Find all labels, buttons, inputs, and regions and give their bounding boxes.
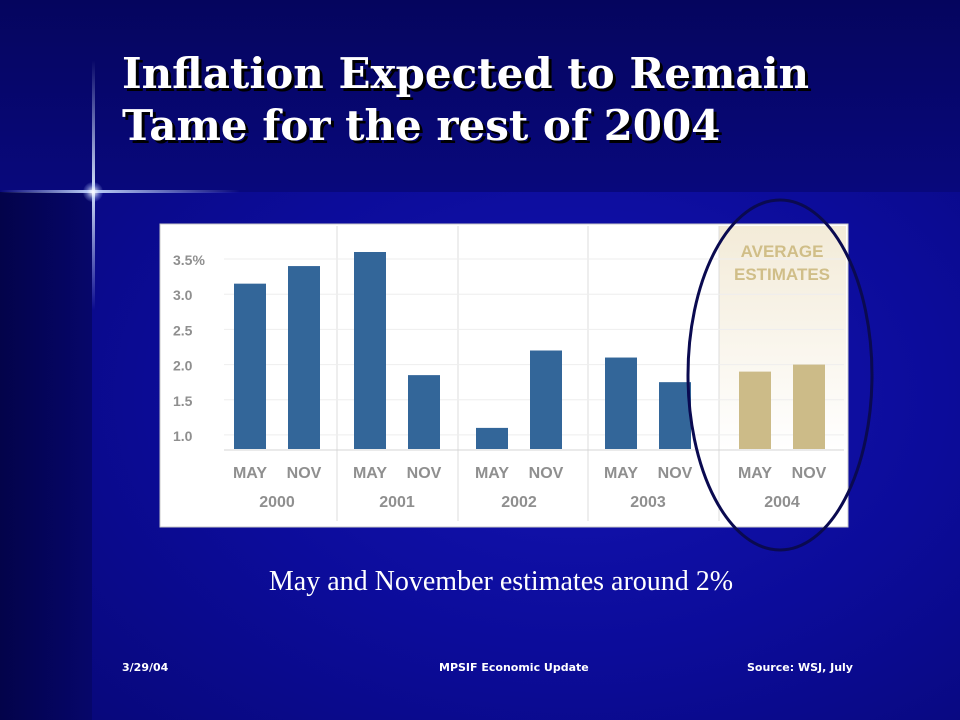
y-tick-label: 1.0 bbox=[173, 428, 193, 444]
x-tick-label: NOV bbox=[407, 465, 442, 482]
year-label: 2001 bbox=[379, 494, 415, 511]
light-flare-core bbox=[83, 182, 103, 202]
x-tick-label: MAY bbox=[233, 465, 267, 482]
bar-2004-nov bbox=[793, 364, 825, 449]
estimates-circle-annotation bbox=[686, 198, 874, 552]
bar-2000-may bbox=[234, 283, 266, 449]
y-tick-label: 3.5% bbox=[173, 252, 205, 268]
x-tick-label: NOV bbox=[529, 465, 564, 482]
slide-subtitle: May and November estimates around 2% bbox=[268, 566, 734, 597]
x-tick-label: NOV bbox=[287, 465, 322, 482]
bar-2002-nov bbox=[530, 350, 562, 449]
year-label: 2004 bbox=[764, 494, 800, 511]
x-tick-label: MAY bbox=[738, 465, 772, 482]
slide-title: Inflation Expected to Remain Tame for th… bbox=[122, 49, 810, 150]
footer-center-text: MPSIF Economic Update bbox=[439, 661, 589, 674]
x-tick-label: NOV bbox=[658, 465, 693, 482]
y-tick-label: 1.5 bbox=[173, 393, 193, 409]
x-tick-label: MAY bbox=[475, 465, 509, 482]
bar-2004-may bbox=[739, 371, 771, 449]
estimates-label: ESTIMATES bbox=[734, 265, 830, 284]
title-band bbox=[0, 0, 960, 192]
bar-2000-nov bbox=[288, 266, 320, 449]
year-label: 2003 bbox=[630, 494, 666, 511]
bar-2003-may bbox=[605, 357, 637, 449]
footer-source: Source: WSJ, July bbox=[747, 661, 853, 674]
bar-2001-may bbox=[354, 252, 386, 449]
x-tick-label: NOV bbox=[792, 465, 827, 482]
bar-2001-nov bbox=[408, 375, 440, 449]
light-flare-horizontal bbox=[0, 190, 240, 193]
estimates-label: AVERAGE bbox=[741, 242, 824, 261]
y-tick-label: 2.5 bbox=[173, 322, 193, 338]
bar-2002-may bbox=[476, 427, 508, 449]
year-label: 2000 bbox=[259, 494, 295, 511]
year-label: 2002 bbox=[501, 494, 537, 511]
bar-2003-nov bbox=[659, 382, 691, 449]
x-tick-label: MAY bbox=[353, 465, 387, 482]
y-tick-label: 3.0 bbox=[173, 287, 193, 303]
y-tick-label: 2.0 bbox=[173, 358, 193, 374]
footer-date: 3/29/04 bbox=[122, 661, 169, 674]
x-tick-label: MAY bbox=[604, 465, 638, 482]
